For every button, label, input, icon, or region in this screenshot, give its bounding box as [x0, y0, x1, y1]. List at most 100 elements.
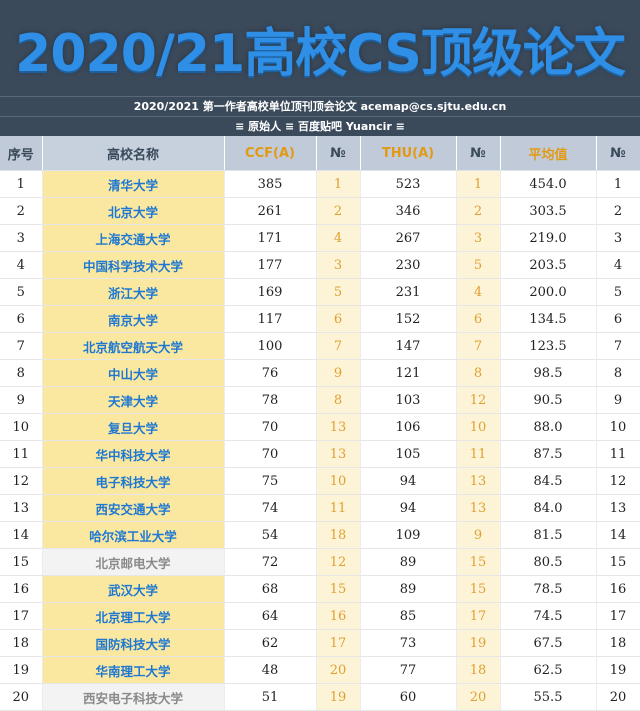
cell-avg: 67.5 [500, 629, 597, 657]
cell-seq: 9 [0, 386, 43, 414]
cell-ccf: 68 [224, 575, 317, 603]
table-row: 9 天津大学 78 8 103 12 90.5 9 [0, 386, 640, 414]
table-row: 15 北京邮电大学 72 12 89 15 80.5 15 [0, 548, 640, 576]
cell-avg-rank: 8 [596, 359, 640, 387]
cell-ccf-rank: 9 [316, 359, 361, 387]
cell-school: 中山大学 [42, 359, 225, 387]
cell-school: 北京邮电大学 [42, 548, 225, 576]
cell-thu: 346 [360, 197, 457, 225]
table-row: 3 上海交通大学 171 4 267 3 219.0 3 [0, 224, 640, 252]
cell-school: 西安电子科技大学 [42, 683, 225, 711]
cell-ccf-rank: 12 [316, 548, 361, 576]
cell-thu-rank: 4 [456, 278, 501, 306]
cell-avg-rank: 9 [596, 386, 640, 414]
cell-avg: 78.5 [500, 575, 597, 603]
cell-thu-rank: 20 [456, 683, 501, 711]
cell-school: 国防科技大学 [42, 629, 225, 657]
cell-seq: 14 [0, 521, 43, 549]
banner: 2020/21高校CS顶级论文 [0, 0, 640, 96]
cell-school: 北京理工大学 [42, 602, 225, 630]
cell-avg-rank: 12 [596, 467, 640, 495]
cell-thu-rank: 15 [456, 548, 501, 576]
cell-school: 复旦大学 [42, 413, 225, 441]
cell-avg: 84.0 [500, 494, 597, 522]
cell-school: 武汉大学 [42, 575, 225, 603]
cell-avg: 74.5 [500, 602, 597, 630]
cell-school: 清华大学 [42, 170, 225, 198]
cell-ccf: 48 [224, 656, 317, 684]
cell-ccf-rank: 17 [316, 629, 361, 657]
cell-ccf-rank: 2 [316, 197, 361, 225]
cell-seq: 1 [0, 170, 43, 198]
cell-avg-rank: 16 [596, 575, 640, 603]
cell-school: 电子科技大学 [42, 467, 225, 495]
cell-ccf: 385 [224, 170, 317, 198]
cell-thu-rank: 7 [456, 332, 501, 360]
cell-ccf: 70 [224, 413, 317, 441]
cell-ccf: 51 [224, 683, 317, 711]
header-seq: 序号 [0, 136, 43, 171]
cell-thu: 77 [360, 656, 457, 684]
cell-school: 哈尔滨工业大学 [42, 521, 225, 549]
cell-seq: 8 [0, 359, 43, 387]
cell-ccf-rank: 4 [316, 224, 361, 252]
cell-seq: 10 [0, 413, 43, 441]
cell-seq: 6 [0, 305, 43, 333]
cell-avg-rank: 15 [596, 548, 640, 576]
table-row: 17 北京理工大学 64 16 85 17 74.5 17 [0, 602, 640, 630]
cell-thu: 73 [360, 629, 457, 657]
cell-ccf: 75 [224, 467, 317, 495]
cell-ccf-rank: 18 [316, 521, 361, 549]
cell-seq: 12 [0, 467, 43, 495]
cell-seq: 4 [0, 251, 43, 279]
cell-avg: 55.5 [500, 683, 597, 711]
cell-avg-rank: 11 [596, 440, 640, 468]
cell-avg: 88.0 [500, 413, 597, 441]
header-thu: THU(A) [360, 136, 457, 171]
cell-avg-rank: 2 [596, 197, 640, 225]
cell-seq: 16 [0, 575, 43, 603]
cell-ccf-rank: 19 [316, 683, 361, 711]
cell-thu-rank: 9 [456, 521, 501, 549]
cell-school: 华南理工大学 [42, 656, 225, 684]
cell-thu-rank: 18 [456, 656, 501, 684]
cell-thu: 230 [360, 251, 457, 279]
cell-avg: 90.5 [500, 386, 597, 414]
cell-ccf: 100 [224, 332, 317, 360]
table-header-row: 序号 高校名称 CCF(A) № THU(A) № 平均值 № [0, 136, 640, 171]
cell-avg-rank: 7 [596, 332, 640, 360]
cell-seq: 15 [0, 548, 43, 576]
table-row: 20 西安电子科技大学 51 19 60 20 55.5 20 [0, 683, 640, 711]
cell-thu: 152 [360, 305, 457, 333]
table-row: 6 南京大学 117 6 152 6 134.5 6 [0, 305, 640, 333]
cell-seq: 13 [0, 494, 43, 522]
table-row: 18 国防科技大学 62 17 73 19 67.5 18 [0, 629, 640, 657]
cell-ccf: 261 [224, 197, 317, 225]
cell-seq: 7 [0, 332, 43, 360]
ranking-table: 序号 高校名称 CCF(A) № THU(A) № 平均值 № 1 清华大学 385… [0, 136, 640, 711]
cell-thu-rank: 8 [456, 359, 501, 387]
cell-ccf: 74 [224, 494, 317, 522]
cell-seq: 11 [0, 440, 43, 468]
cell-thu-rank: 13 [456, 494, 501, 522]
header-ccf: CCF(A) [224, 136, 317, 171]
cell-thu-rank: 12 [456, 386, 501, 414]
table-row: 14 哈尔滨工业大学 54 18 109 9 81.5 14 [0, 521, 640, 549]
cell-avg-rank: 18 [596, 629, 640, 657]
cell-ccf: 64 [224, 602, 317, 630]
cell-avg: 203.5 [500, 251, 597, 279]
cell-ccf: 171 [224, 224, 317, 252]
cell-thu-rank: 2 [456, 197, 501, 225]
cell-thu-rank: 13 [456, 467, 501, 495]
cell-ccf-rank: 13 [316, 413, 361, 441]
cell-avg-rank: 6 [596, 305, 640, 333]
cell-thu: 106 [360, 413, 457, 441]
cell-ccf-rank: 6 [316, 305, 361, 333]
cell-school: 华中科技大学 [42, 440, 225, 468]
cell-ccf-rank: 1 [316, 170, 361, 198]
header-avg: 平均值 [500, 136, 597, 171]
table-row: 8 中山大学 76 9 121 8 98.5 8 [0, 359, 640, 387]
cell-avg: 219.0 [500, 224, 597, 252]
cell-avg: 123.5 [500, 332, 597, 360]
cell-school: 天津大学 [42, 386, 225, 414]
